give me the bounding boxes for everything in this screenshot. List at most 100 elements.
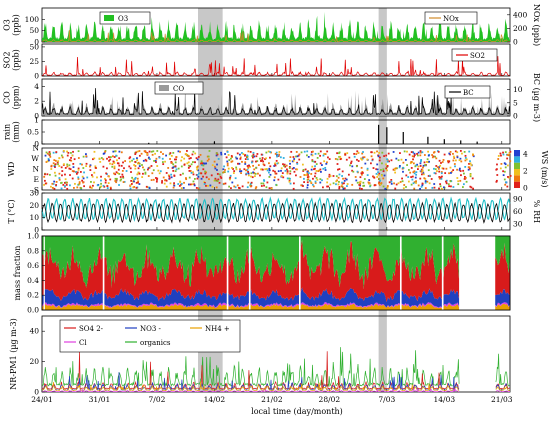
wd-point <box>336 163 339 165</box>
wd-point <box>379 183 382 186</box>
wd-point <box>356 158 358 161</box>
wd-point <box>112 160 115 163</box>
x-tick-label: 21/02 <box>261 395 283 404</box>
wd-point <box>106 157 108 160</box>
pm-legend-label: NO3 - <box>140 325 162 333</box>
wd-point <box>118 184 120 186</box>
wd-point <box>89 185 92 188</box>
wd-point <box>167 167 170 169</box>
wd-point <box>386 185 389 187</box>
wd-point <box>186 150 188 152</box>
wd-point <box>246 165 249 167</box>
wd-point <box>78 181 81 184</box>
wd-point <box>293 170 296 173</box>
wd-point <box>188 176 191 179</box>
wd-point <box>454 150 457 153</box>
wd-point <box>144 158 147 161</box>
pm-legend-label: Cl <box>79 339 87 347</box>
wd-point <box>201 162 204 165</box>
wd-point <box>51 187 54 189</box>
wd-point <box>367 181 370 184</box>
wd-point <box>197 156 200 158</box>
wd-point <box>55 184 58 186</box>
wd-point <box>191 153 194 156</box>
t-ytick-label: 30 <box>29 189 39 198</box>
wd-point <box>306 172 309 175</box>
wd-point <box>452 159 455 162</box>
x-tick-label: 31/01 <box>89 395 111 404</box>
mf-gap <box>248 236 251 310</box>
wd-point <box>53 180 56 183</box>
wd-point <box>155 157 158 160</box>
so2-legend: SO2 <box>451 48 498 62</box>
wd-point <box>347 173 350 176</box>
wd-point <box>273 165 276 167</box>
wd-point <box>468 150 471 153</box>
wd-point <box>71 170 74 172</box>
wd-point <box>373 176 376 179</box>
wd-point <box>96 184 99 187</box>
wd-point <box>233 185 236 188</box>
wd-point <box>93 171 96 174</box>
wd-point <box>410 176 413 178</box>
wd-point <box>49 152 52 155</box>
wd-point <box>155 180 158 183</box>
wd-point <box>421 182 424 185</box>
wd-point <box>306 186 309 189</box>
wd-point <box>167 174 170 177</box>
wd-point <box>230 155 233 157</box>
wd-point <box>85 162 88 165</box>
mf-gap <box>298 236 301 310</box>
wd-point <box>111 163 114 166</box>
wd-point <box>406 150 408 153</box>
wd-point <box>458 169 461 171</box>
wd-point <box>354 176 357 178</box>
wd-point <box>411 151 414 153</box>
wd-point <box>257 172 259 175</box>
wd-point <box>292 187 295 190</box>
wd-point <box>412 182 415 185</box>
wd-point <box>338 187 341 190</box>
wd-point <box>410 151 413 153</box>
wd-point <box>321 164 323 166</box>
wd-point <box>77 157 80 159</box>
wd-point <box>146 168 149 171</box>
wd-point <box>104 179 107 182</box>
wd-point <box>417 168 419 170</box>
wd-point <box>195 157 198 160</box>
wd-point <box>319 168 322 171</box>
wd-point <box>64 178 67 181</box>
wd-point <box>459 179 462 182</box>
wd-point <box>120 151 123 154</box>
wd-point <box>230 157 232 160</box>
wd-point <box>252 164 254 167</box>
wd-point <box>299 176 302 178</box>
wd-point <box>277 170 280 173</box>
wd-point <box>341 175 343 177</box>
wd-point <box>220 151 222 154</box>
wd-point <box>235 156 237 159</box>
wd-point <box>385 163 387 166</box>
wd-point <box>377 174 380 176</box>
so2-ylabel: SO2 <box>3 51 12 68</box>
wd-point <box>280 175 283 177</box>
wd-point <box>289 172 292 175</box>
wd-point <box>215 152 218 155</box>
wd-point <box>250 172 253 175</box>
wd-point <box>415 180 417 183</box>
wd-point <box>462 183 465 186</box>
mf-layer <box>42 303 510 310</box>
wd-point <box>148 158 151 160</box>
t-y2tick-label: 60 <box>513 207 523 216</box>
mf-ytick-label: 1.0 <box>27 232 39 241</box>
wd-point <box>138 154 141 157</box>
wd-point <box>317 152 320 155</box>
wd-point <box>76 186 79 189</box>
rain-ytick-label: 1 <box>34 116 39 125</box>
wd-point <box>413 187 416 190</box>
wd-point <box>172 166 175 169</box>
wd-point <box>393 182 395 185</box>
wd-point <box>257 164 260 167</box>
wd-point <box>434 168 437 171</box>
wd-point <box>456 177 459 179</box>
